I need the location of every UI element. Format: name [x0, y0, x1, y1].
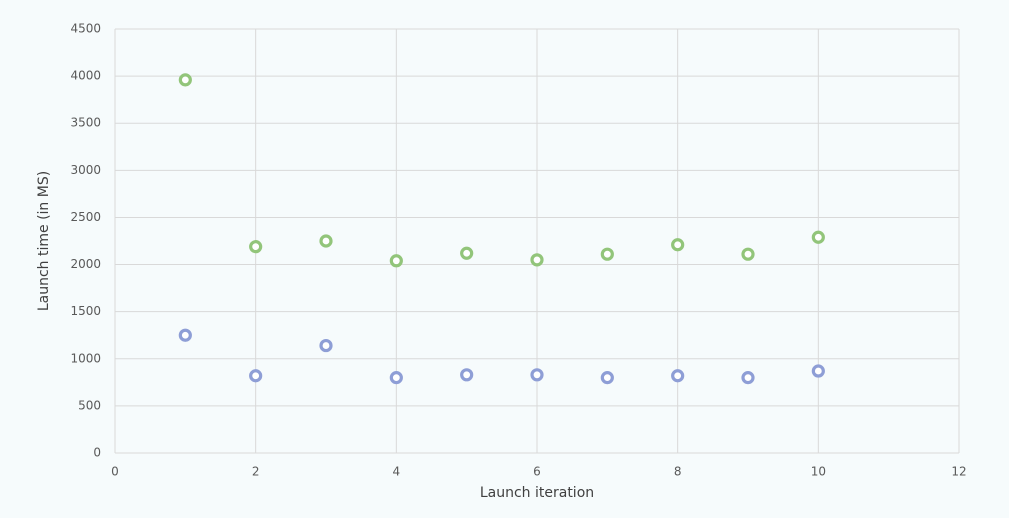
y-tick-label: 0 — [93, 446, 101, 460]
x-tick-label: 10 — [811, 465, 826, 479]
y-tick-label: 4000 — [70, 69, 101, 83]
point — [741, 247, 755, 261]
point — [811, 230, 825, 244]
x-tick-label: 4 — [393, 465, 401, 479]
point — [389, 371, 403, 385]
x-tick-label: 2 — [252, 465, 260, 479]
point — [600, 371, 614, 385]
y-tick-label: 3000 — [70, 163, 101, 177]
y-tick-label: 2000 — [70, 257, 101, 271]
point — [389, 254, 403, 268]
point — [249, 369, 263, 383]
y-tick-label: 500 — [78, 398, 101, 412]
y-tick-label: 2500 — [70, 210, 101, 224]
x-tick-label: 8 — [674, 465, 682, 479]
x-tick-label: 0 — [111, 465, 119, 479]
point — [319, 234, 333, 248]
point — [460, 246, 474, 260]
x-tick-label: 12 — [951, 465, 966, 479]
point — [178, 73, 192, 87]
y-tick-label: 3500 — [70, 116, 101, 130]
point — [671, 369, 685, 383]
point — [741, 371, 755, 385]
point — [600, 247, 614, 261]
y-axis-title: Launch time (in MS) — [36, 171, 52, 311]
x-tick-label: 6 — [533, 465, 541, 479]
point — [811, 364, 825, 378]
x-axis-title: Launch iteration — [480, 485, 594, 501]
point — [530, 368, 544, 382]
point — [319, 338, 333, 353]
point — [460, 368, 474, 382]
point — [178, 328, 192, 342]
point — [530, 253, 544, 267]
y-tick-label: 1000 — [70, 351, 101, 365]
y-tick-label: 4500 — [70, 22, 101, 36]
point — [671, 238, 685, 252]
y-tick-label: 1500 — [70, 304, 101, 318]
point — [249, 240, 263, 254]
